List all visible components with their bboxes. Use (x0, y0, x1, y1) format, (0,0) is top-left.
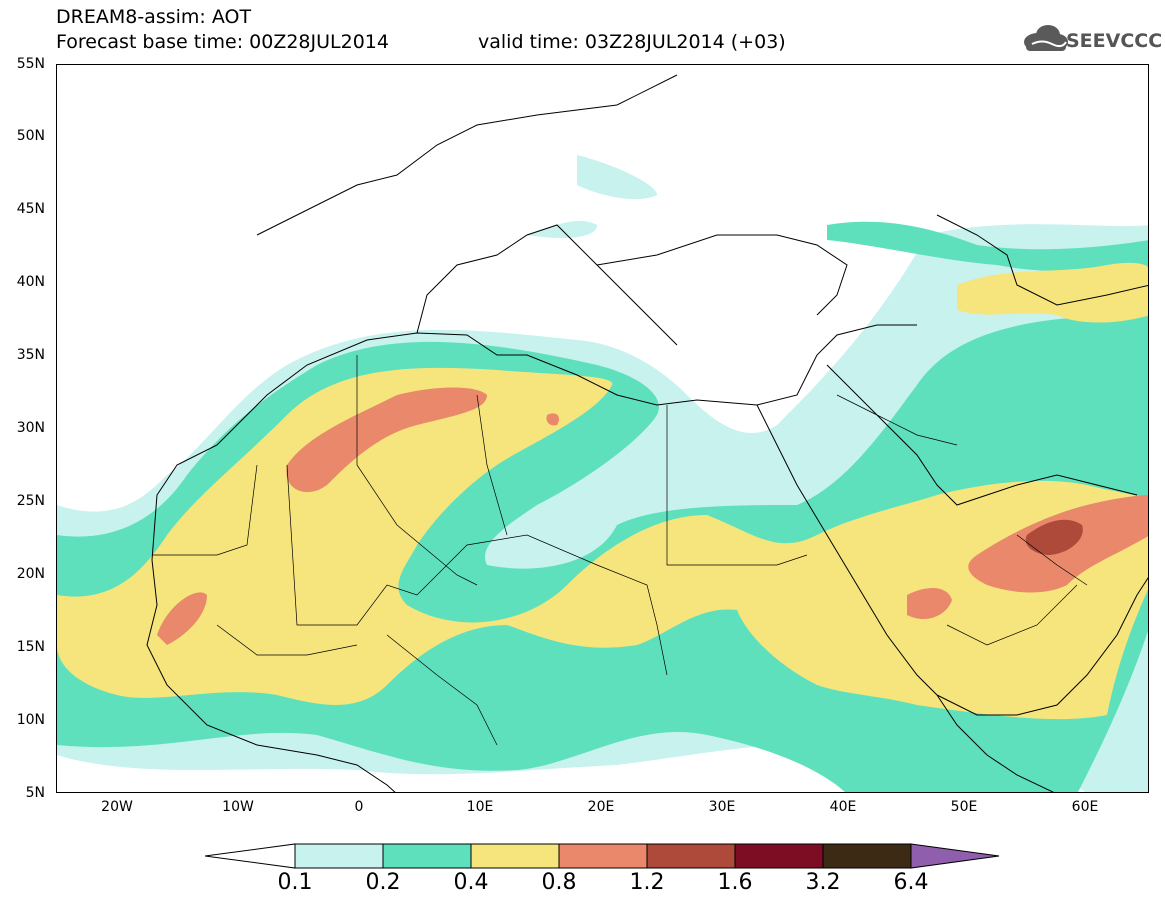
lat-label: 20N (16, 566, 45, 582)
lat-label: 30N (16, 420, 45, 436)
lat-label: 45N (16, 201, 45, 217)
lon-label: 40E (829, 799, 857, 815)
logo-text: SEEVCCC (1066, 30, 1163, 52)
coastlines (146, 74, 1148, 792)
cloud-logo-icon (1024, 25, 1068, 51)
colorbar-label: 0.2 (365, 870, 401, 895)
lat-label: 50N (16, 128, 45, 144)
colorbar-label: 0.1 (277, 870, 313, 895)
colorbar-swatch (382, 843, 472, 869)
lat-label: 55N (16, 56, 45, 72)
colorbar-swatch (558, 843, 648, 869)
colorbar-swatch (822, 843, 912, 869)
lon-label: 60E (1071, 799, 1099, 815)
colorbar-swatch (646, 843, 736, 869)
lon-label: 20E (587, 799, 615, 815)
lat-label: 15N (16, 639, 45, 655)
lon-label: 10W (222, 799, 254, 815)
colorbar-label: 3.2 (805, 870, 841, 895)
forecast-base-time: Forecast base time: 00Z28JUL2014 (56, 31, 389, 53)
lat-label: 25N (16, 493, 45, 509)
colorbar (205, 843, 1000, 869)
colorbar-swatch (470, 843, 560, 869)
colorbar-label: 0.4 (453, 870, 489, 895)
lon-label: 30E (708, 799, 736, 815)
lat-label: 35N (16, 347, 45, 363)
colorbar-label: 1.6 (717, 870, 753, 895)
lon-label: 50E (950, 799, 978, 815)
lon-label: 10E (466, 799, 494, 815)
aot-band-1.2 (1025, 519, 1083, 555)
colorbar-label: 6.4 (893, 870, 929, 895)
lat-label: 10N (16, 712, 45, 728)
lon-label: 0 (354, 799, 364, 815)
lat-label: 5N (25, 785, 45, 801)
map-title: DREAM8-assim: AOT (56, 6, 252, 28)
colorbar-label: 1.2 (629, 870, 665, 895)
valid-time: valid time: 03Z28JUL2014 (+03) (478, 31, 786, 53)
colorbar-swatch (734, 843, 824, 869)
aot-field (57, 74, 1148, 792)
aot-map (56, 64, 1149, 793)
lat-label: 40N (16, 274, 45, 290)
colorbar-arrow-low (205, 843, 296, 869)
borders (152, 355, 1088, 746)
lon-label: 20W (101, 799, 133, 815)
colorbar-swatch (294, 843, 384, 869)
colorbar-label: 0.8 (541, 870, 577, 895)
colorbar-arrow-high (910, 843, 1000, 869)
